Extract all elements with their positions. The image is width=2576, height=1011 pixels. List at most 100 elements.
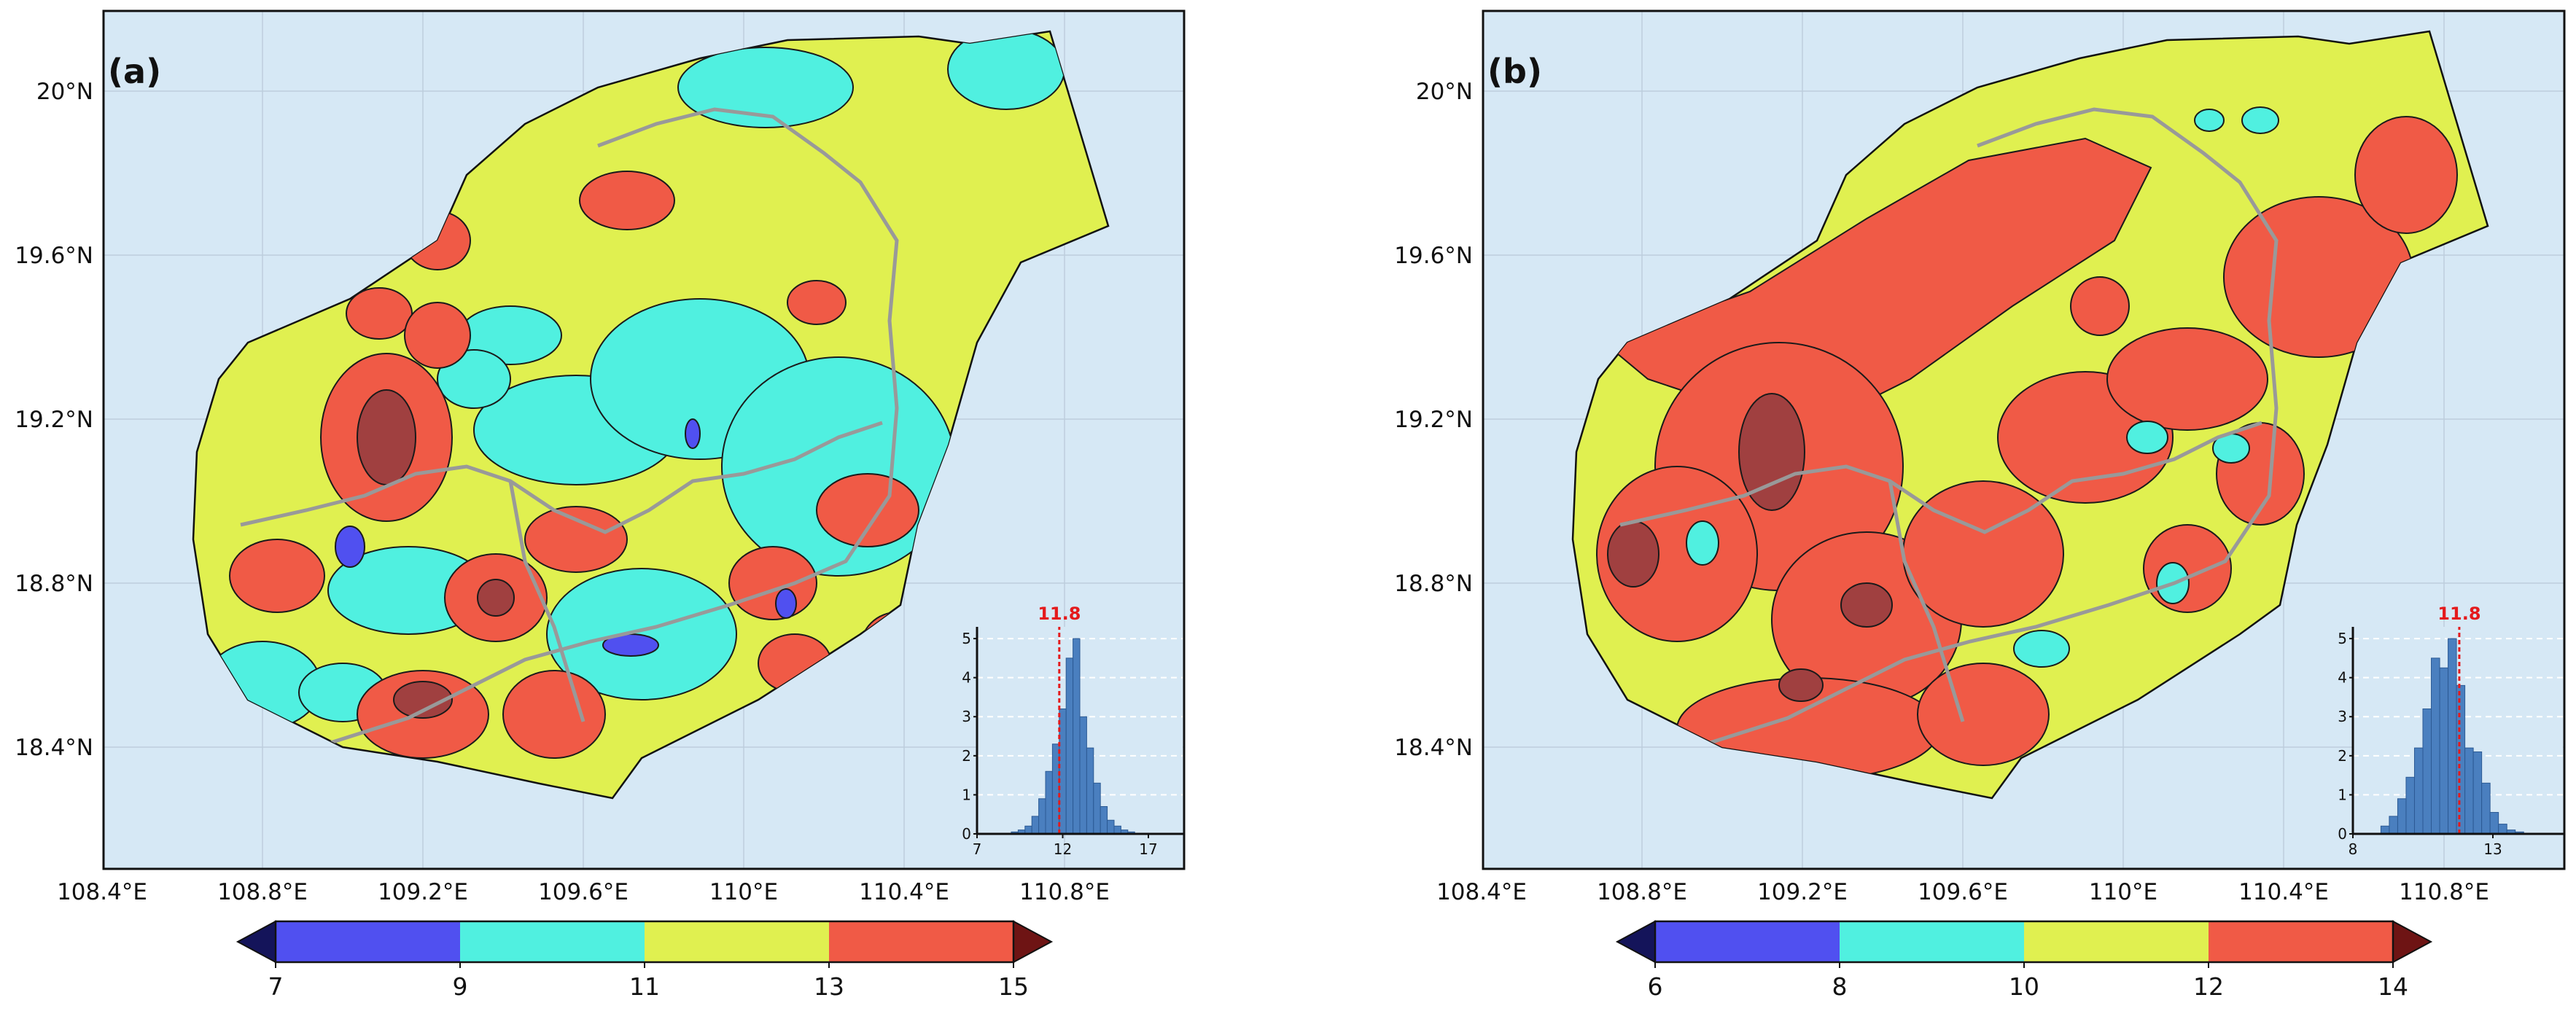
cbB-segment: [1655, 921, 1840, 962]
hist-b-gridlines: [2353, 638, 2563, 796]
map-a-yticks: 20°N 19.6°N 19.2°N 18.8°N 18.4°N: [15, 79, 93, 761]
histA-ytick: 4: [962, 669, 971, 687]
map-b-xtick: 108.8°E: [1597, 879, 1687, 905]
hist-b-yticks: 0 1 2 3 4 5: [2338, 630, 2353, 843]
map-b-ytick: 19.6°N: [1394, 243, 1473, 269]
histA-bar: [1024, 825, 1032, 835]
histA-bar: [1045, 770, 1053, 835]
map-a-frame: [102, 9, 1186, 870]
histA-bar: [1086, 747, 1094, 835]
cbA-tick-label: 9: [453, 972, 468, 1001]
histB-bar: [2464, 747, 2474, 835]
histB-xtick: 13: [2483, 840, 2502, 858]
map-b-xtick: 108.4°E: [1436, 879, 1527, 905]
histB-bar: [2472, 751, 2483, 835]
cbA-under-arrow: [236, 920, 276, 964]
histB-bar: [2481, 782, 2491, 835]
hist-a-mean-label: 11.8: [1038, 604, 1081, 624]
histB-bar: [2489, 812, 2499, 835]
map-panel-a: (a) 108.4°E 108.8°E 109.2°E 109.6°E 110°…: [15, 9, 1186, 905]
histA-bar: [1093, 782, 1101, 835]
hist-a-axes: [976, 627, 1184, 835]
map-b-xtick: 110.8°E: [2399, 879, 2489, 905]
cbA-segment: [276, 921, 460, 962]
hist-b-bars: [2380, 638, 2524, 835]
map-a-xtick: 110°E: [709, 879, 778, 905]
hist-b-axes: [2351, 627, 2564, 835]
cbB-over-arrow: [2392, 920, 2433, 964]
cbB-tick-label: 12: [2193, 972, 2224, 1001]
histB-bar: [2431, 657, 2440, 835]
histA-ytick: 1: [962, 786, 971, 803]
map-b-yticks: 20°N 19.6°N 19.2°N 18.8°N 18.4°N: [1394, 79, 1473, 761]
cbB-segment: [1840, 921, 2024, 962]
histB-ytick: 1: [2338, 786, 2347, 803]
map-a-ytick: 20°N: [36, 79, 93, 105]
histB-bar: [2380, 825, 2390, 835]
histB-bar: [2422, 709, 2432, 835]
map-b-ytick: 20°N: [1416, 79, 1473, 105]
histA-bar: [1073, 638, 1081, 835]
histA-ytick: 2: [962, 747, 971, 765]
cbA-tick-label: 11: [629, 972, 660, 1001]
hist-b-mean-label: 11.8: [2437, 604, 2480, 624]
cbA-tick-label: 13: [814, 972, 844, 1001]
histA-ytick: 5: [962, 630, 971, 647]
map-b-ytick: 18.8°N: [1394, 571, 1473, 597]
histB-bar: [2439, 667, 2449, 835]
inset-histogram-b: 11.8 0 1 2 3 4 5 8 13: [2338, 604, 2564, 858]
map-a-xtick: 110.4°E: [859, 879, 949, 905]
cbB-segment: [2024, 921, 2209, 962]
histA-xtick: 12: [1054, 840, 1072, 858]
map-b-xticks: 108.4°E 108.8°E 109.2°E 109.6°E 110°E 11…: [1436, 879, 2489, 905]
histB-bar: [2397, 798, 2407, 835]
map-b-xtick: 110°E: [2089, 879, 2157, 905]
panel-label-a: (a): [108, 52, 161, 91]
histA-bar: [1107, 819, 1115, 835]
histB-ytick: 0: [2338, 825, 2347, 843]
colorbar-b: 6 8 10 12 14: [1615, 920, 2433, 1001]
histB-bar: [2405, 776, 2415, 835]
map-a-ytick: 18.8°N: [15, 571, 93, 597]
cbB-tick-label: 14: [2378, 972, 2408, 1001]
histA-bar: [1065, 657, 1074, 835]
histA-bar: [1079, 716, 1087, 835]
map-b-xtick: 110.4°E: [2238, 879, 2329, 905]
histA-bar: [1038, 798, 1046, 835]
histB-bar: [2413, 747, 2424, 835]
histB-bar: [2389, 816, 2398, 835]
histA-xtick: 17: [1139, 840, 1157, 858]
hist-a-yticks: 0 1 2 3 4 5: [962, 630, 977, 843]
panel-label-b: (b): [1487, 52, 1542, 91]
map-a-xtick: 108.8°E: [217, 879, 308, 905]
map-a-xtick: 109.2°E: [378, 879, 468, 905]
cbA-segment: [645, 921, 829, 962]
cbB-under-arrow: [1615, 920, 1656, 964]
cbB-tick-label: 6: [1648, 972, 1663, 1001]
map-b-frame: [1482, 9, 2566, 870]
colorbar-a: 7 9 11 13 15: [236, 920, 1054, 1001]
map-b-ytick: 18.4°N: [1394, 735, 1473, 761]
histB-xtick: 8: [2349, 840, 2358, 858]
map-a-xtick: 110.8°E: [1019, 879, 1110, 905]
cbB-tick-label: 10: [2009, 972, 2039, 1001]
histA-xtick: 7: [973, 840, 982, 858]
histB-ytick: 5: [2338, 630, 2347, 647]
map-b-xtick: 109.6°E: [1918, 879, 2008, 905]
cbA-over-arrow: [1013, 920, 1054, 964]
histB-bar: [2498, 824, 2507, 835]
cbA-tick-label: 15: [998, 972, 1029, 1001]
histB-ytick: 4: [2338, 669, 2347, 687]
cbB-segment: [2209, 921, 2393, 962]
map-b-ytick: 19.2°N: [1394, 407, 1473, 433]
cbA-segment: [460, 921, 645, 962]
histB-bar: [2456, 684, 2466, 835]
histA-bar: [1113, 825, 1121, 835]
cbB-tick-label: 8: [1832, 972, 1848, 1001]
map-b-xtick: 109.2°E: [1757, 879, 1848, 905]
hist-b-xticks: 8 13: [2349, 834, 2502, 858]
hist-a-bars: [1011, 638, 1135, 835]
map-a-ytick: 19.2°N: [15, 407, 93, 433]
